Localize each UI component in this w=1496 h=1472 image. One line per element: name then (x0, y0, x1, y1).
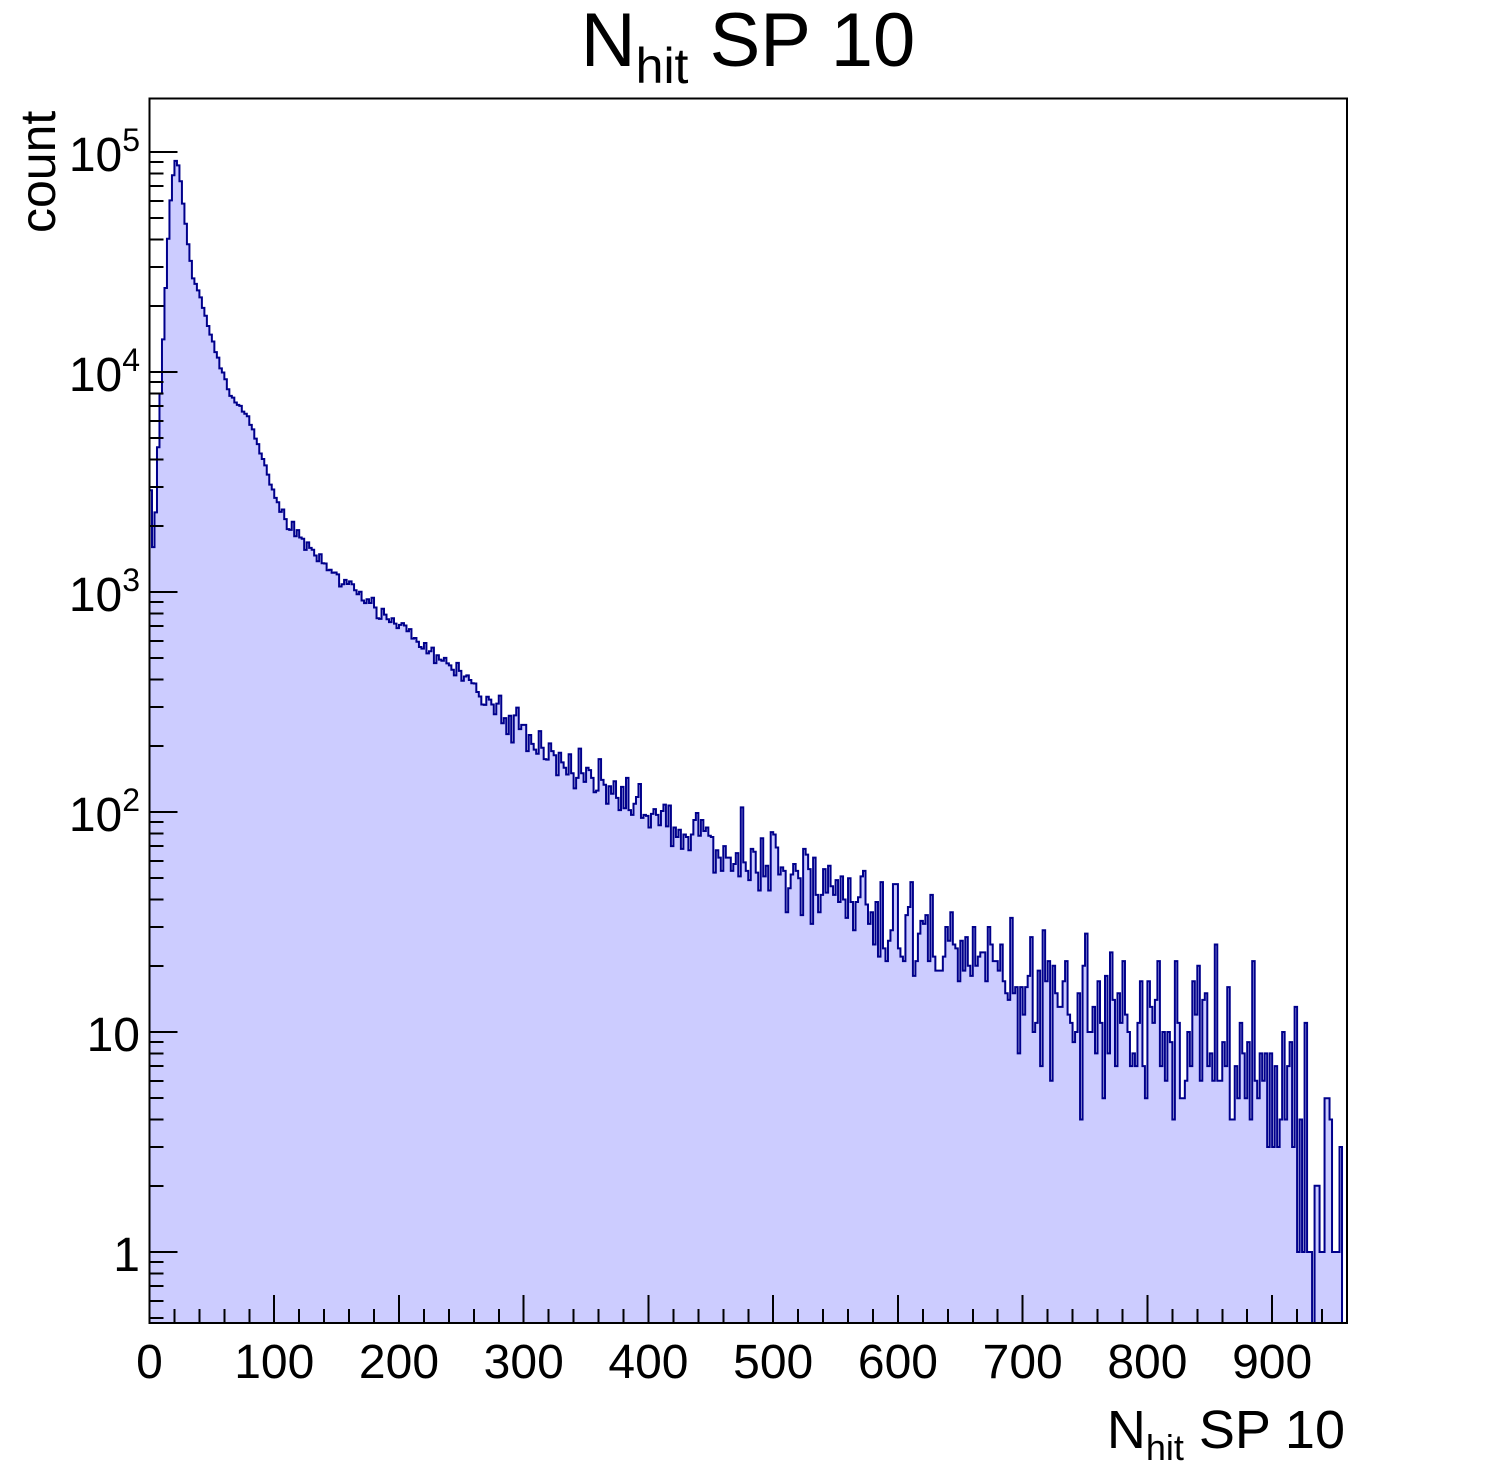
y-axis-title: count (10, 111, 66, 233)
x-tick-label: 500 (733, 1336, 813, 1389)
chart-title: Nhit SP 10 (581, 0, 915, 94)
x-tick-label: 300 (484, 1336, 564, 1389)
histogram-fill (149, 160, 1347, 1323)
x-tick-label: 400 (608, 1336, 688, 1389)
y-tick-label: 1 (113, 1229, 140, 1282)
plot-frame (148, 97, 1348, 1324)
x-axis-tick-labels: 0 100 200 300 400 500 600 700 800 900 (136, 1336, 1312, 1389)
histogram-outline (148, 159, 1347, 1324)
y-axis-tick-labels: 1 10 102 103 104 105 (69, 122, 140, 1282)
x-tick-label: 200 (359, 1336, 439, 1389)
y-axis-ticks (149, 151, 178, 1320)
x-tick-label: 700 (983, 1336, 1063, 1389)
y-tick-label: 105 (69, 122, 140, 182)
x-tick-label: 100 (234, 1336, 314, 1389)
y-tick-label: 104 (69, 342, 140, 402)
x-axis-ticks (173, 1295, 1324, 1323)
x-tick-label: 900 (1232, 1336, 1312, 1389)
x-tick-label: 0 (136, 1336, 163, 1389)
x-axis-title: Nhit SP 10 (1107, 1400, 1345, 1468)
y-tick-label: 10 (87, 1009, 140, 1062)
y-tick-label: 103 (69, 562, 140, 622)
y-tick-label: 102 (69, 782, 140, 842)
x-tick-label: 600 (858, 1336, 938, 1389)
x-tick-label: 800 (1107, 1336, 1187, 1389)
